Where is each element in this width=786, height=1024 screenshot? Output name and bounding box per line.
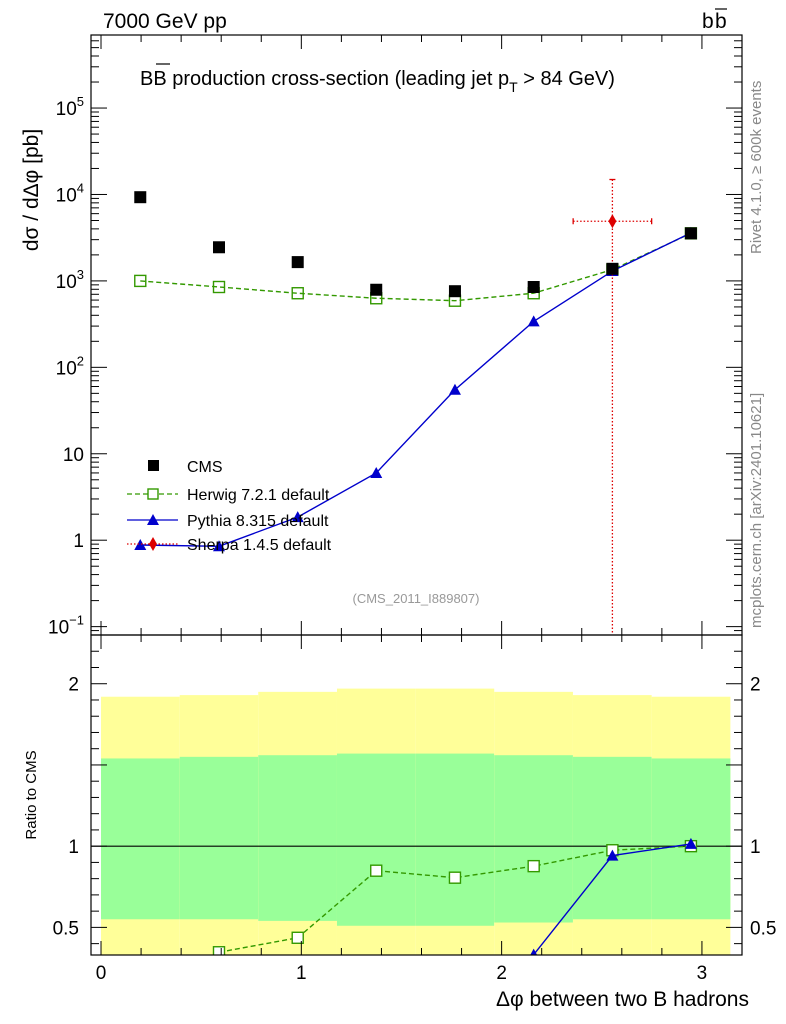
herwig-ratio-point [370, 864, 383, 877]
y-tick-label-main: 104 [56, 180, 84, 206]
legend-item-pythia: Pythia 8.315 default [127, 513, 329, 530]
cms-data-point [684, 227, 697, 240]
pythia-ratio-point [292, 1002, 304, 1013]
legend-item-herwig: Herwig 7.2.1 default [127, 487, 330, 504]
ratio-panel-frame [90, 634, 743, 956]
header-process-b: b [702, 10, 714, 33]
y-tick-label-ratio-left: 1 [68, 837, 79, 858]
herwig-main-point [212, 280, 226, 294]
y-tick-label-main: 105 [56, 94, 84, 120]
x-axis-label: Δφ between two B hadrons [496, 988, 749, 1011]
band-inner-bin [179, 756, 259, 920]
pythia-main-point [448, 383, 461, 395]
band-inner-bin [101, 758, 180, 920]
pythia-ratio-point [213, 1003, 225, 1014]
pythia-ratio-point [449, 991, 461, 1002]
plot-title: BB production cross-section (leading jet… [140, 63, 615, 95]
legend-item-sherpa: Sherpa 1.4.5 default [127, 537, 332, 554]
svg-text:BB production cross-section (l: BB production cross-section (leading jet… [140, 68, 615, 95]
y-tick-label-ratio-right: 0.5 [750, 918, 776, 939]
band-inner-bin [336, 753, 416, 926]
herwig-ratio-point [135, 986, 146, 997]
legend-marker-cms [148, 460, 159, 471]
cms-data-point [606, 262, 619, 275]
pythia-ratio-point [684, 837, 697, 849]
plot-title-b: B [140, 68, 153, 90]
ratio-panel-data [91, 837, 742, 1014]
pythia-main-point [212, 540, 225, 552]
legend: CMS Herwig 7.2.1 default Pythia 8.315 de… [127, 459, 332, 554]
herwig-main-line [140, 232, 692, 302]
plot-title-suffix: > 84 GeV) [518, 68, 615, 90]
herwig-ratio-point [527, 859, 540, 873]
pythia-ratio-point [530, 948, 538, 955]
legend-label-herwig: Herwig 7.2.1 default [187, 487, 330, 504]
plot-title-subscript: T [509, 79, 518, 95]
y-tick-label-ratio-left: 2 [68, 675, 79, 696]
cms-data-point [134, 191, 147, 204]
plot-title-main: production cross-section (leading jet p [167, 68, 509, 90]
legend-item-cms: CMS [148, 459, 223, 476]
band-inner-bin [415, 753, 495, 926]
uncertainty-bands [101, 688, 731, 955]
pythia-ratio-point [370, 1001, 382, 1012]
herwig-ratio-point [291, 931, 304, 944]
legend-marker-herwig [147, 488, 159, 500]
herwig-ratio-point [212, 946, 226, 955]
header-process-label: b b [702, 8, 727, 33]
y-tick-label-main: 1 [73, 531, 84, 552]
main-y-axis-label: dσ / dΔφ [pb] [20, 129, 43, 251]
legend-marker-pythia [147, 514, 159, 525]
analysis-watermark: (CMS_2011_I889807) [353, 591, 480, 606]
x-tick-label: 1 [296, 963, 307, 984]
band-inner-bin [258, 755, 337, 921]
band-inner-bin [572, 756, 652, 920]
pythia-ratio-line [531, 843, 692, 955]
y-tick-label-ratio-left: 0.5 [53, 918, 79, 939]
rivet-version-label: Rivet 4.1.0, ≥ 600k events [748, 81, 765, 254]
herwig-ratio-line [211, 845, 691, 955]
pythia-ratio-point [606, 849, 619, 861]
herwig-ratio-point [448, 871, 462, 884]
y-tick-label-ratio-right: 2 [750, 675, 761, 696]
ratio-y-axis-label: Ratio to CMS [23, 750, 40, 839]
x-tick-label: 2 [496, 963, 507, 984]
y-tick-label-ratio-right: 1 [750, 837, 761, 858]
cms-data-point [370, 283, 383, 296]
legend-label-sherpa: Sherpa 1.4.5 default [187, 537, 332, 554]
x-tick-label: 0 [96, 963, 107, 984]
cms-data-point [448, 285, 461, 298]
legend-label-cms: CMS [187, 459, 223, 476]
legend-label-pythia: Pythia 8.315 default [187, 513, 329, 530]
main-panel-data [134, 178, 698, 635]
herwig-main-point [291, 287, 304, 300]
y-tick-label-main: 10−1 [48, 613, 84, 639]
plot-title-bbar: B [153, 68, 166, 90]
header-process-bbar: b [715, 10, 727, 33]
cms-data-point [212, 241, 225, 254]
y-tick-label-main: 102 [56, 353, 84, 379]
pythia-main-point [527, 315, 540, 327]
band-inner-bin [494, 755, 573, 923]
pythia-main-point [291, 511, 304, 523]
header-beam-label: 7000 GeV pp [103, 10, 227, 33]
pythia-main-point [370, 466, 383, 478]
cms-data-point [291, 256, 304, 269]
mcplots-label: mcplots.cern.ch [arXiv:2401.10621] [748, 393, 765, 628]
x-tick-label: 3 [697, 963, 708, 984]
pythia-main-point [134, 538, 147, 550]
pythia-ratio-point [134, 1003, 146, 1014]
pythia-main-line [140, 232, 692, 547]
legend-marker-sherpa [149, 537, 157, 551]
cms-data-point [527, 281, 540, 294]
herwig-main-point [134, 274, 147, 288]
sherpa-main-point [608, 214, 617, 229]
y-tick-label-main: 103 [56, 267, 84, 293]
y-tick-label-main: 10 [63, 445, 84, 466]
